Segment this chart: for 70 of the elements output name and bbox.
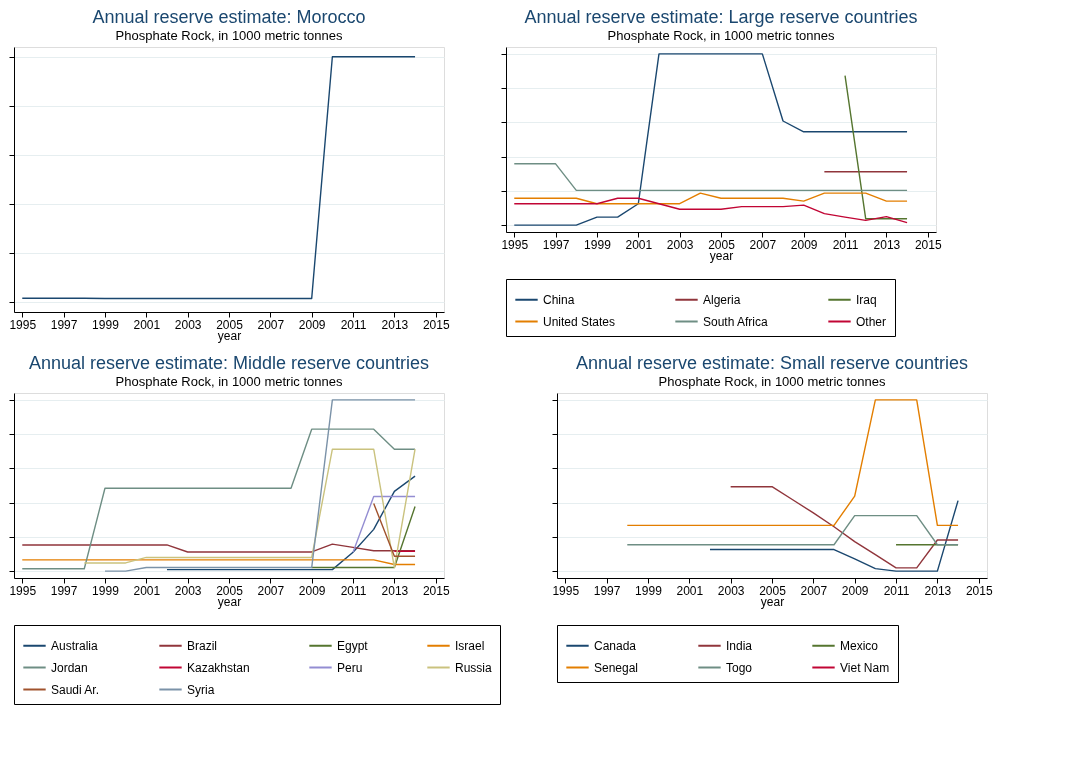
legend-label: Viet Nam	[840, 660, 890, 675]
chart-title: Annual reserve estimate: Large reserve countries	[524, 7, 918, 27]
legend-label: Togo	[726, 660, 753, 675]
legend-label: China	[543, 292, 575, 307]
x-tick-label: 2009	[790, 237, 818, 252]
legend-label: Kazakhstan	[187, 660, 250, 675]
legend-label: Brazil	[187, 638, 218, 653]
legend-label: United States	[543, 314, 616, 329]
x-tick-label: 2007	[749, 237, 777, 252]
x-tick-label: 2007	[800, 583, 828, 598]
legend-label: Algeria	[703, 292, 741, 307]
x-tick-label: 1999	[635, 583, 663, 598]
x-tick-label: 1999	[92, 583, 120, 598]
x-tick-label: 2001	[133, 317, 161, 332]
x-tick-label: 1999	[584, 237, 612, 252]
legend-label: Canada	[594, 638, 637, 653]
chart-subtitle: Phosphate Rock, in 1000 metric tonnes	[115, 374, 343, 389]
x-tick-label: 2015	[422, 317, 450, 332]
legend-label: Mexico	[840, 638, 879, 653]
legend-label: Peru	[337, 660, 363, 675]
x-tick-label: 1997	[593, 583, 621, 598]
x-tick-label: 2009	[841, 583, 869, 598]
chart-subtitle: Phosphate Rock, in 1000 metric tonnes	[115, 28, 343, 43]
legend-label: Syria	[187, 682, 215, 697]
x-tick-label: 2013	[924, 583, 952, 598]
legend-label: Australia	[51, 638, 99, 653]
x-tick-label: 2009	[298, 317, 326, 332]
chart-subtitle: Phosphate Rock, in 1000 metric tonnes	[658, 374, 886, 389]
legend-label: Russia	[455, 660, 493, 675]
x-tick-label: 1995	[501, 237, 529, 252]
x-tick-label: 2009	[298, 583, 326, 598]
x-tick-label: 1997	[50, 317, 78, 332]
x-tick-label: 2003	[174, 583, 202, 598]
chart-subtitle: Phosphate Rock, in 1000 metric tonnes	[607, 28, 835, 43]
x-tick-label: 2003	[666, 237, 694, 252]
x-tick-label: 2013	[873, 237, 901, 252]
x-tick-label: 2015	[914, 237, 942, 252]
x-tick-label: 2003	[174, 317, 202, 332]
legend-label: Other	[856, 314, 887, 329]
x-tick-label: 2007	[257, 317, 285, 332]
x-tick-label: 2001	[625, 237, 653, 252]
legend-label: Saudi Ar.	[51, 682, 100, 697]
x-tick-label: 2011	[340, 317, 367, 332]
legend-label: South Africa	[703, 314, 769, 329]
x-tick-label: 2001	[676, 583, 704, 598]
x-tick-label: 2011	[340, 583, 367, 598]
x-tick-label: 2011	[832, 237, 859, 252]
legend-label: Egypt	[337, 638, 369, 653]
legend-label: Jordan	[51, 660, 88, 675]
x-tick-label: 2003	[717, 583, 745, 598]
legend-label: Israel	[455, 638, 485, 653]
legend-label: Iraq	[856, 292, 877, 307]
x-tick-label: 2013	[381, 317, 409, 332]
x-tick-label: 2007	[257, 583, 285, 598]
x-tick-label: 1995	[9, 317, 37, 332]
x-tick-label: 1995	[9, 583, 37, 598]
x-tick-label: 2015	[422, 583, 450, 598]
chart-title: Annual reserve estimate: Middle reserve countries	[28, 353, 430, 373]
chart-title: Annual reserve estimate: Morocco	[92, 7, 366, 27]
x-tick-label: 1995	[552, 583, 580, 598]
x-tick-label: 1999	[92, 317, 120, 332]
x-tick-label: 2013	[381, 583, 409, 598]
x-tick-label: 2001	[133, 583, 161, 598]
legend-label: Senegal	[594, 660, 639, 675]
chart-title: Annual reserve estimate: Small reserve countries	[575, 353, 969, 373]
x-tick-label: 2011	[883, 583, 910, 598]
x-tick-label: 2015	[965, 583, 993, 598]
x-tick-label: 1997	[542, 237, 570, 252]
x-tick-label: 1997	[50, 583, 78, 598]
legend-label: India	[726, 638, 753, 653]
